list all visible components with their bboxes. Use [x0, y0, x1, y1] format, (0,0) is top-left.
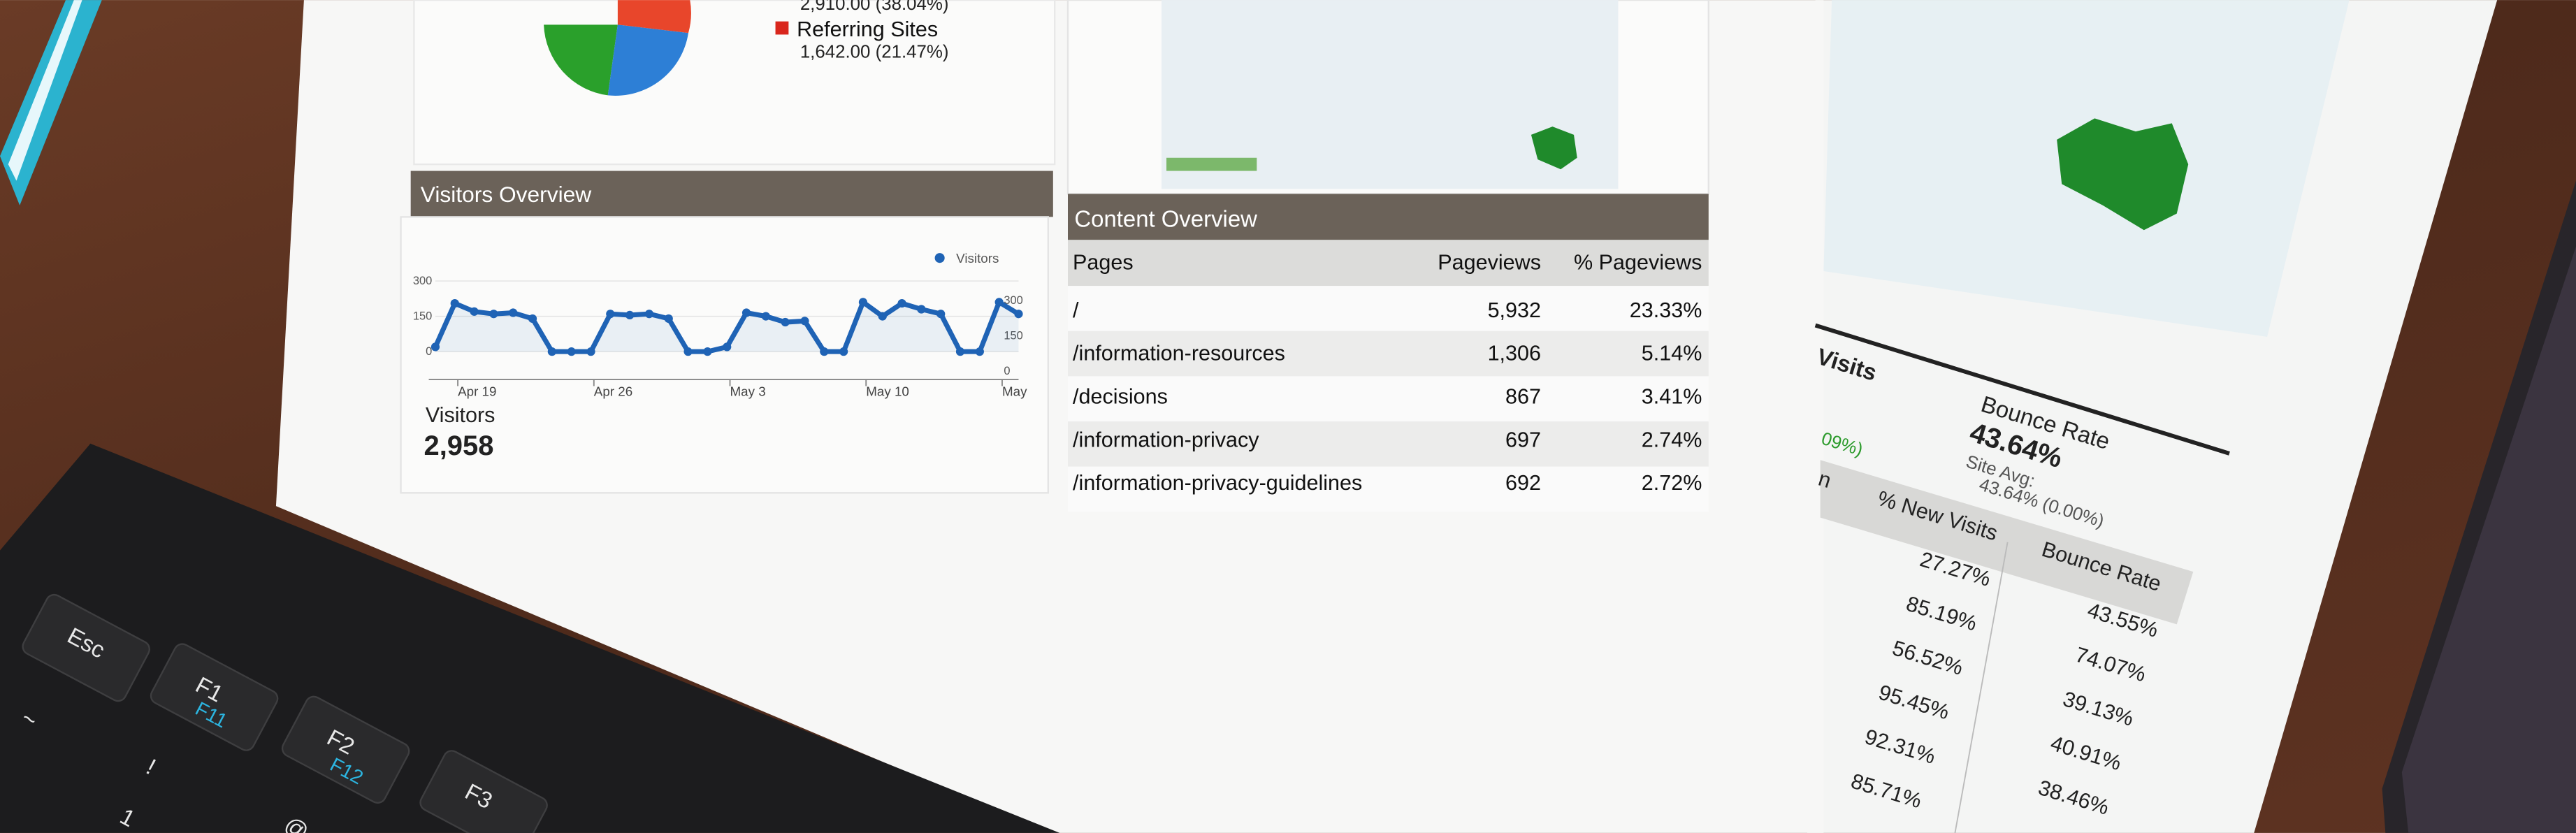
point — [625, 310, 635, 320]
table-cell: 2.74% — [1642, 428, 1702, 451]
point — [820, 347, 829, 356]
australia-right — [2057, 118, 2189, 231]
table-cell: /decisions — [1073, 384, 1168, 408]
point — [839, 347, 848, 356]
table-row — [1067, 466, 1709, 512]
column-header: Pageviews — [1438, 251, 1541, 275]
point — [761, 312, 770, 321]
table-cell: 692 — [1505, 471, 1541, 495]
point — [723, 342, 732, 352]
point — [430, 342, 440, 352]
point — [800, 317, 809, 326]
point — [781, 317, 790, 327]
table-row — [1067, 376, 1709, 422]
legend-marker — [934, 253, 945, 263]
australia — [1531, 126, 1577, 170]
table-cell: /information-privacy — [1073, 428, 1259, 451]
x-tick-label: May — [1002, 384, 1027, 399]
point — [878, 312, 887, 321]
point — [547, 347, 556, 356]
table-cell: 23.33% — [1630, 298, 1702, 322]
table-cell: 867 — [1505, 384, 1541, 408]
legend-value: 2,910.00 (38.04%) — [800, 0, 949, 14]
y-tick-label-right: 150 — [1004, 330, 1022, 342]
column-header-band — [1820, 460, 2194, 625]
point — [470, 307, 479, 316]
point — [994, 298, 1004, 307]
point — [975, 347, 984, 356]
visitors-panel — [400, 216, 1049, 494]
legend-swatch — [775, 21, 789, 35]
panel-title: Content Overview — [1074, 205, 1257, 231]
x-tick-label: May 10 — [866, 384, 909, 399]
table-cell: 2.72% — [1642, 471, 1702, 495]
legend-label: Visitors — [956, 251, 999, 266]
y-tick-label: 300 — [413, 275, 432, 287]
keyboard — [0, 443, 1060, 833]
key — [150, 643, 279, 751]
point — [664, 314, 673, 324]
point — [528, 314, 537, 324]
pie — [544, 0, 691, 96]
point — [489, 310, 498, 319]
point — [936, 310, 946, 319]
point — [683, 347, 693, 356]
point — [509, 308, 518, 317]
point — [567, 347, 576, 356]
table-cell: / — [1073, 298, 1079, 322]
y-tick-label-right: 0 — [1004, 365, 1010, 377]
point — [644, 310, 654, 319]
point — [606, 310, 615, 319]
column-header: % Pageviews — [1574, 251, 1702, 275]
point — [858, 298, 868, 307]
table-cell: 3.41% — [1642, 384, 1702, 408]
traffic-panel — [413, 0, 1056, 166]
point — [917, 305, 926, 314]
table-row — [1067, 331, 1709, 377]
point — [450, 298, 459, 308]
legend-label: Referring Sites — [797, 17, 938, 41]
column-divider — [1954, 542, 2009, 833]
point — [897, 298, 906, 308]
content-header — [1067, 194, 1709, 240]
pen — [0, 0, 102, 205]
key — [281, 695, 410, 804]
key — [22, 593, 150, 702]
map-scale — [1166, 157, 1257, 171]
summary-label: Visitors — [426, 403, 495, 427]
y-tick-label: 0 — [426, 345, 432, 358]
rule — [1814, 323, 2230, 456]
content-column-header — [1067, 240, 1709, 287]
point — [1014, 310, 1023, 319]
phone-screen — [2401, 246, 2576, 833]
y-tick-label-right: 300 — [1004, 294, 1022, 307]
table-cell: /information-privacy-guidelines — [1073, 471, 1362, 495]
x-tick-label: Apr 19 — [458, 384, 496, 399]
y-tick-label: 150 — [413, 310, 432, 322]
area — [435, 302, 1019, 352]
table-cell: /information-resources — [1073, 342, 1285, 365]
table-cell: 697 — [1505, 428, 1541, 451]
table-cell: 1,306 — [1488, 342, 1541, 365]
point — [955, 347, 965, 356]
table-cell: 5.14% — [1642, 342, 1702, 365]
legend-value: 1,642.00 (21.47%) — [800, 42, 949, 61]
summary-value: 2,958 — [424, 430, 493, 461]
point — [741, 308, 751, 317]
x-tick-label: May 3 — [730, 384, 766, 399]
panel-title: Visitors Overview — [421, 182, 592, 207]
point — [703, 347, 712, 356]
visitors-header — [410, 171, 1053, 217]
x-tick-label: Apr 26 — [594, 384, 632, 399]
column-header: Pages — [1073, 251, 1134, 275]
table-cell: 5,932 — [1488, 298, 1541, 322]
point — [586, 347, 595, 356]
table-row — [1067, 286, 1709, 331]
table-row — [1067, 421, 1709, 467]
